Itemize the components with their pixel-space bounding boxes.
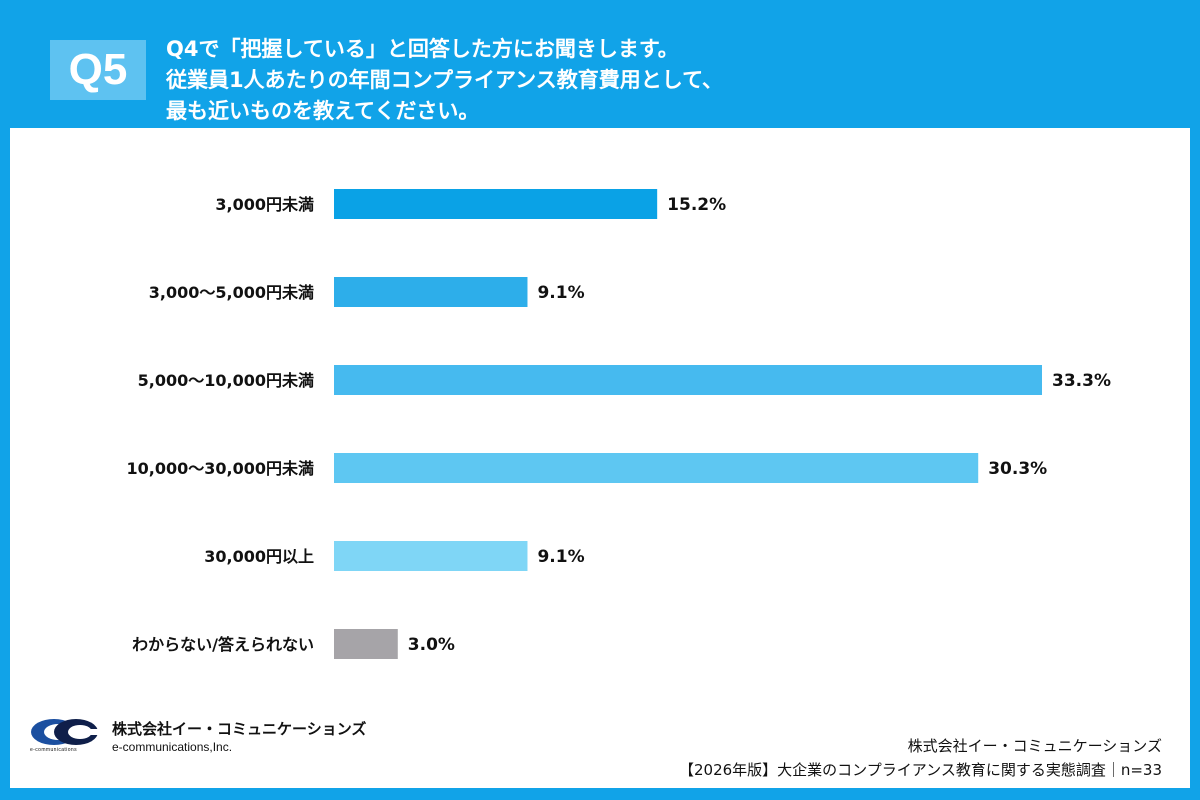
value-label: 3.0%: [408, 635, 455, 655]
bar: [334, 277, 528, 307]
logo-small-text: e-communications: [30, 747, 77, 753]
bar: [334, 541, 528, 571]
question-text: Q4で「把握している」と回答した方にお聞きします。 従業員1人あたりの年間コンプ…: [166, 34, 1166, 127]
question-line-3: 最も近いものを教えてください。: [166, 99, 480, 123]
category-label: 3,000〜5,000円未満: [149, 283, 314, 302]
question-line-2: 従業員1人あたりの年間コンプライアンス教育費用として、: [166, 68, 724, 92]
company-logo: e-communications 株式会社イー・コミュニケーションズ e-com…: [30, 718, 390, 758]
category-label: 3,000円未満: [215, 195, 314, 214]
value-label: 30.3%: [988, 459, 1047, 479]
bar-chart: 3,000円未満 15.2% 3,000〜5,000円未満 9.1% 5,000〜10,…: [127, 189, 1111, 659]
logo-mark-icon: [31, 719, 102, 745]
value-label: 15.2%: [667, 195, 726, 215]
question-line-1: Q4で「把握している」と回答した方にお聞きします。: [166, 37, 679, 61]
question-badge: Q5: [50, 40, 146, 100]
bar: [334, 189, 658, 219]
category-label: 30,000円以上: [204, 547, 314, 566]
footer-company: 株式会社イー・コミュニケーションズ: [907, 737, 1162, 755]
category-label: 10,000〜30,000円未満: [127, 459, 315, 478]
footer-survey-title: 【2026年版】大企業のコンプライアンス教育に関する実態調査｜n=33: [679, 761, 1162, 779]
bar: [334, 629, 398, 659]
bar: [334, 453, 979, 483]
value-label: 33.3%: [1052, 371, 1111, 391]
header: Q5 Q4で「把握している」と回答した方にお聞きします。 従業員1人あたりの年間…: [0, 0, 1200, 128]
logo-company-en: e-communications,Inc.: [112, 740, 233, 754]
chart-panel: 3,000円未満 15.2% 3,000〜5,000円未満 9.1% 5,000〜10,…: [10, 128, 1190, 788]
category-label: わからない/答えられない: [132, 635, 314, 654]
logo-company-jp: 株式会社イー・コミュニケーションズ: [112, 720, 367, 738]
category-label: 5,000〜10,000円未満: [138, 371, 314, 390]
value-label: 9.1%: [537, 283, 584, 303]
bar: [334, 365, 1042, 395]
footer: 株式会社イー・コミュニケーションズ 【2026年版】大企業のコンプライアンス教育…: [679, 734, 1162, 782]
value-label: 9.1%: [537, 547, 584, 567]
